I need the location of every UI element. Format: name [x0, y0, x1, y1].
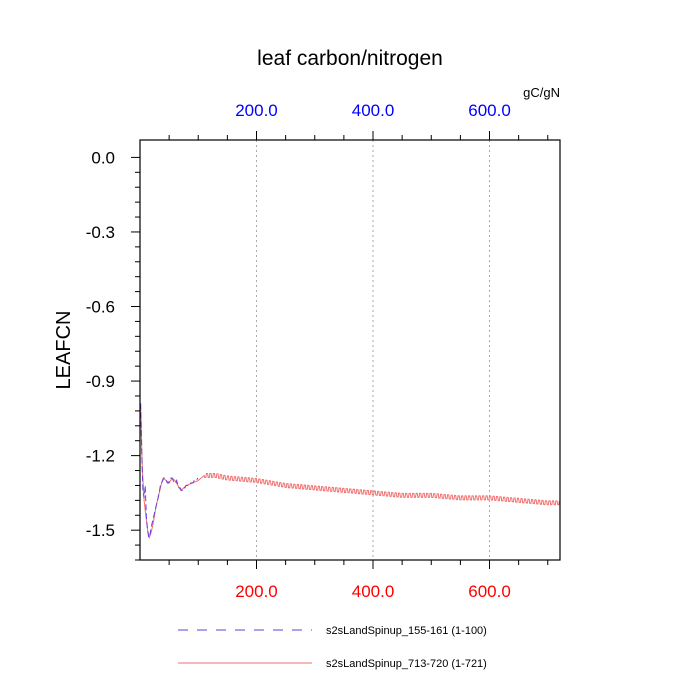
x-top-tick-labels: 200.0 400.0 600.0 [235, 101, 511, 120]
y-axis-label: LEAFCN [53, 311, 75, 390]
x-bottom-tick-label: 400.0 [352, 582, 395, 601]
x-bottom-tick-label: 200.0 [235, 582, 278, 601]
y-tick-label: -0.9 [86, 372, 115, 391]
y-tick-label: -0.3 [86, 223, 115, 242]
units-label: gC/gN [523, 85, 560, 100]
legend: s2sLandSpinup_155-161 (1-100) s2sLandSpi… [178, 625, 487, 670]
x-top-tick-label: 600.0 [468, 101, 511, 120]
legend-label-series-a: s2sLandSpinup_155-161 (1-100) [326, 625, 487, 637]
series-lines [140, 403, 561, 540]
legend-label-series-b: s2sLandSpinup_713-720 (1-721) [326, 658, 487, 670]
x-top-tick-label: 200.0 [235, 101, 278, 120]
x-top-tick-label: 400.0 [352, 101, 395, 120]
plot-frame [139, 139, 561, 561]
axis-ticks [131, 131, 549, 569]
chart-title: leaf carbon/nitrogen [257, 47, 443, 70]
grid-lines [256, 140, 491, 560]
y-tick-label: -1.5 [86, 521, 115, 540]
x-bottom-tick-labels: 200.0 400.0 600.0 [235, 582, 511, 601]
y-tick-labels: 0.0 -0.3 -0.6 -0.9 -1.2 -1.5 [86, 148, 115, 540]
y-tick-label: -1.2 [86, 447, 115, 466]
series-line-a [140, 403, 199, 540]
x-bottom-tick-label: 600.0 [468, 582, 511, 601]
y-tick-label: 0.0 [91, 148, 115, 167]
series-line-b [140, 403, 561, 540]
y-tick-label: -0.6 [86, 298, 115, 317]
